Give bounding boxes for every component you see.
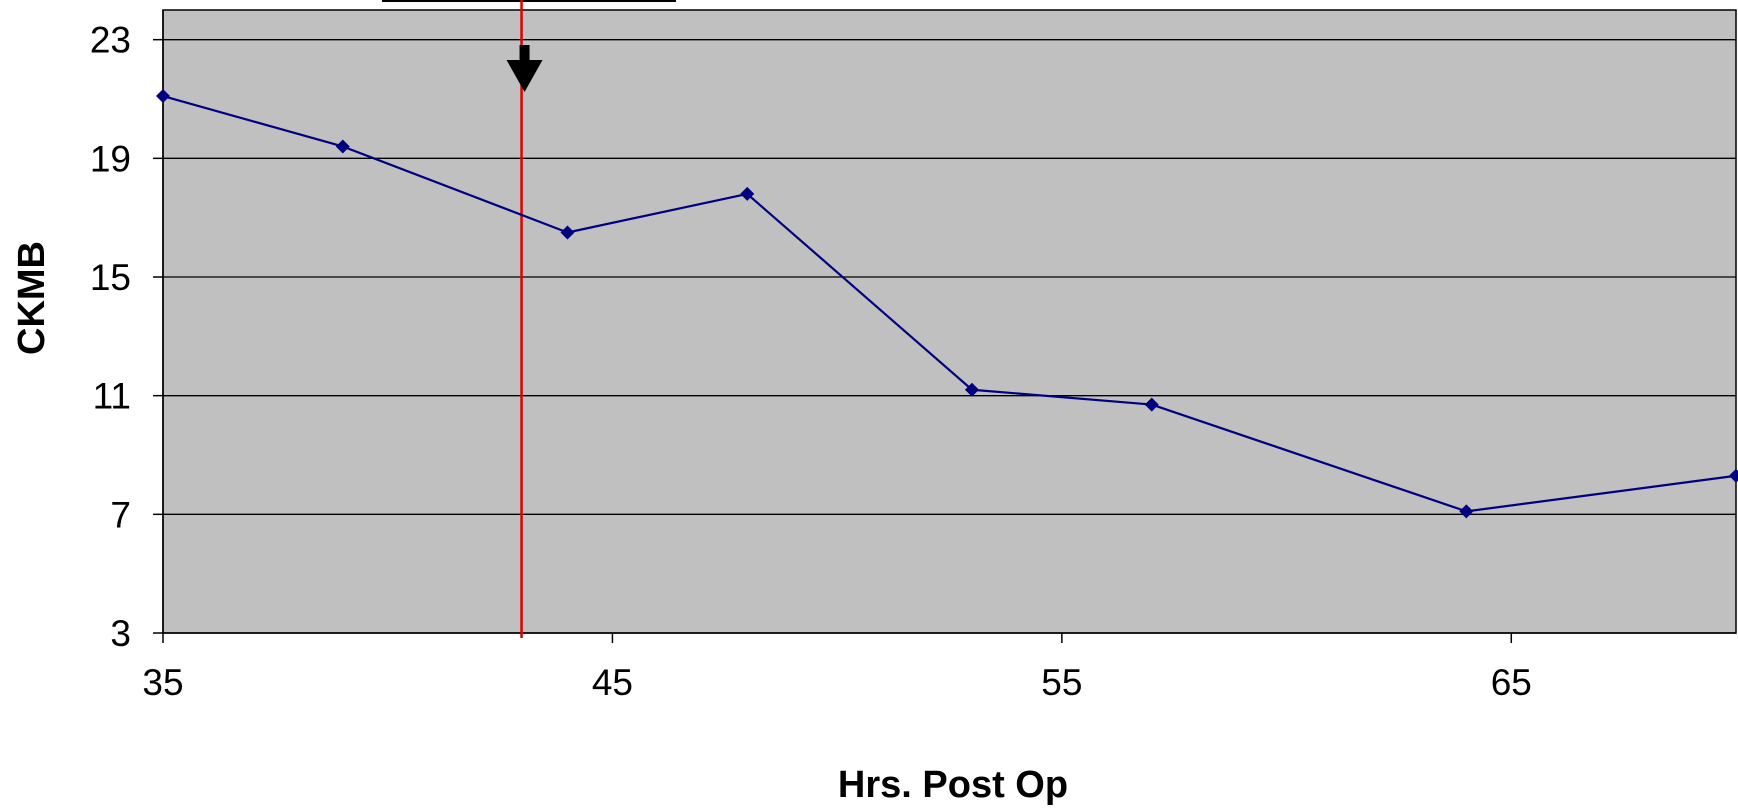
- series-line: [162, 94, 1737, 513]
- y-tick-label: 11: [93, 376, 131, 417]
- y-axis-title: CKMB: [11, 241, 53, 355]
- x-tick-label: 35: [142, 662, 183, 703]
- y-tick-label: 15: [90, 257, 131, 298]
- data-point-marker: [740, 186, 755, 201]
- gridlines: [163, 39, 1736, 515]
- data-point-marker: [335, 139, 350, 154]
- data-point-marker: [560, 225, 575, 240]
- y-tick-label: 23: [90, 20, 131, 61]
- data-point-marker: [964, 382, 979, 397]
- x-tick-label: 45: [592, 662, 633, 703]
- x-axis-title: Hrs. Post Op: [838, 764, 1068, 806]
- data-series: [156, 89, 1738, 519]
- x-tick-label: 65: [1491, 662, 1532, 703]
- data-point-marker: [1729, 468, 1738, 483]
- data-point-marker: [156, 89, 170, 104]
- x-tick-label: 55: [1041, 662, 1082, 703]
- data-point-marker: [1459, 504, 1474, 519]
- data-point-marker: [1144, 397, 1159, 412]
- down-arrow-icon: [506, 45, 543, 92]
- y-tick-label: 7: [110, 494, 131, 535]
- y-tick-label: 3: [110, 613, 131, 654]
- plot-area: [162, 9, 1737, 634]
- tick-labels: 3 7 11 15 19 23 35 45 55 65: [90, 20, 1532, 703]
- axes: [153, 10, 1736, 643]
- reference-layer: [506, 0, 543, 638]
- y-tick-label: 19: [90, 138, 131, 179]
